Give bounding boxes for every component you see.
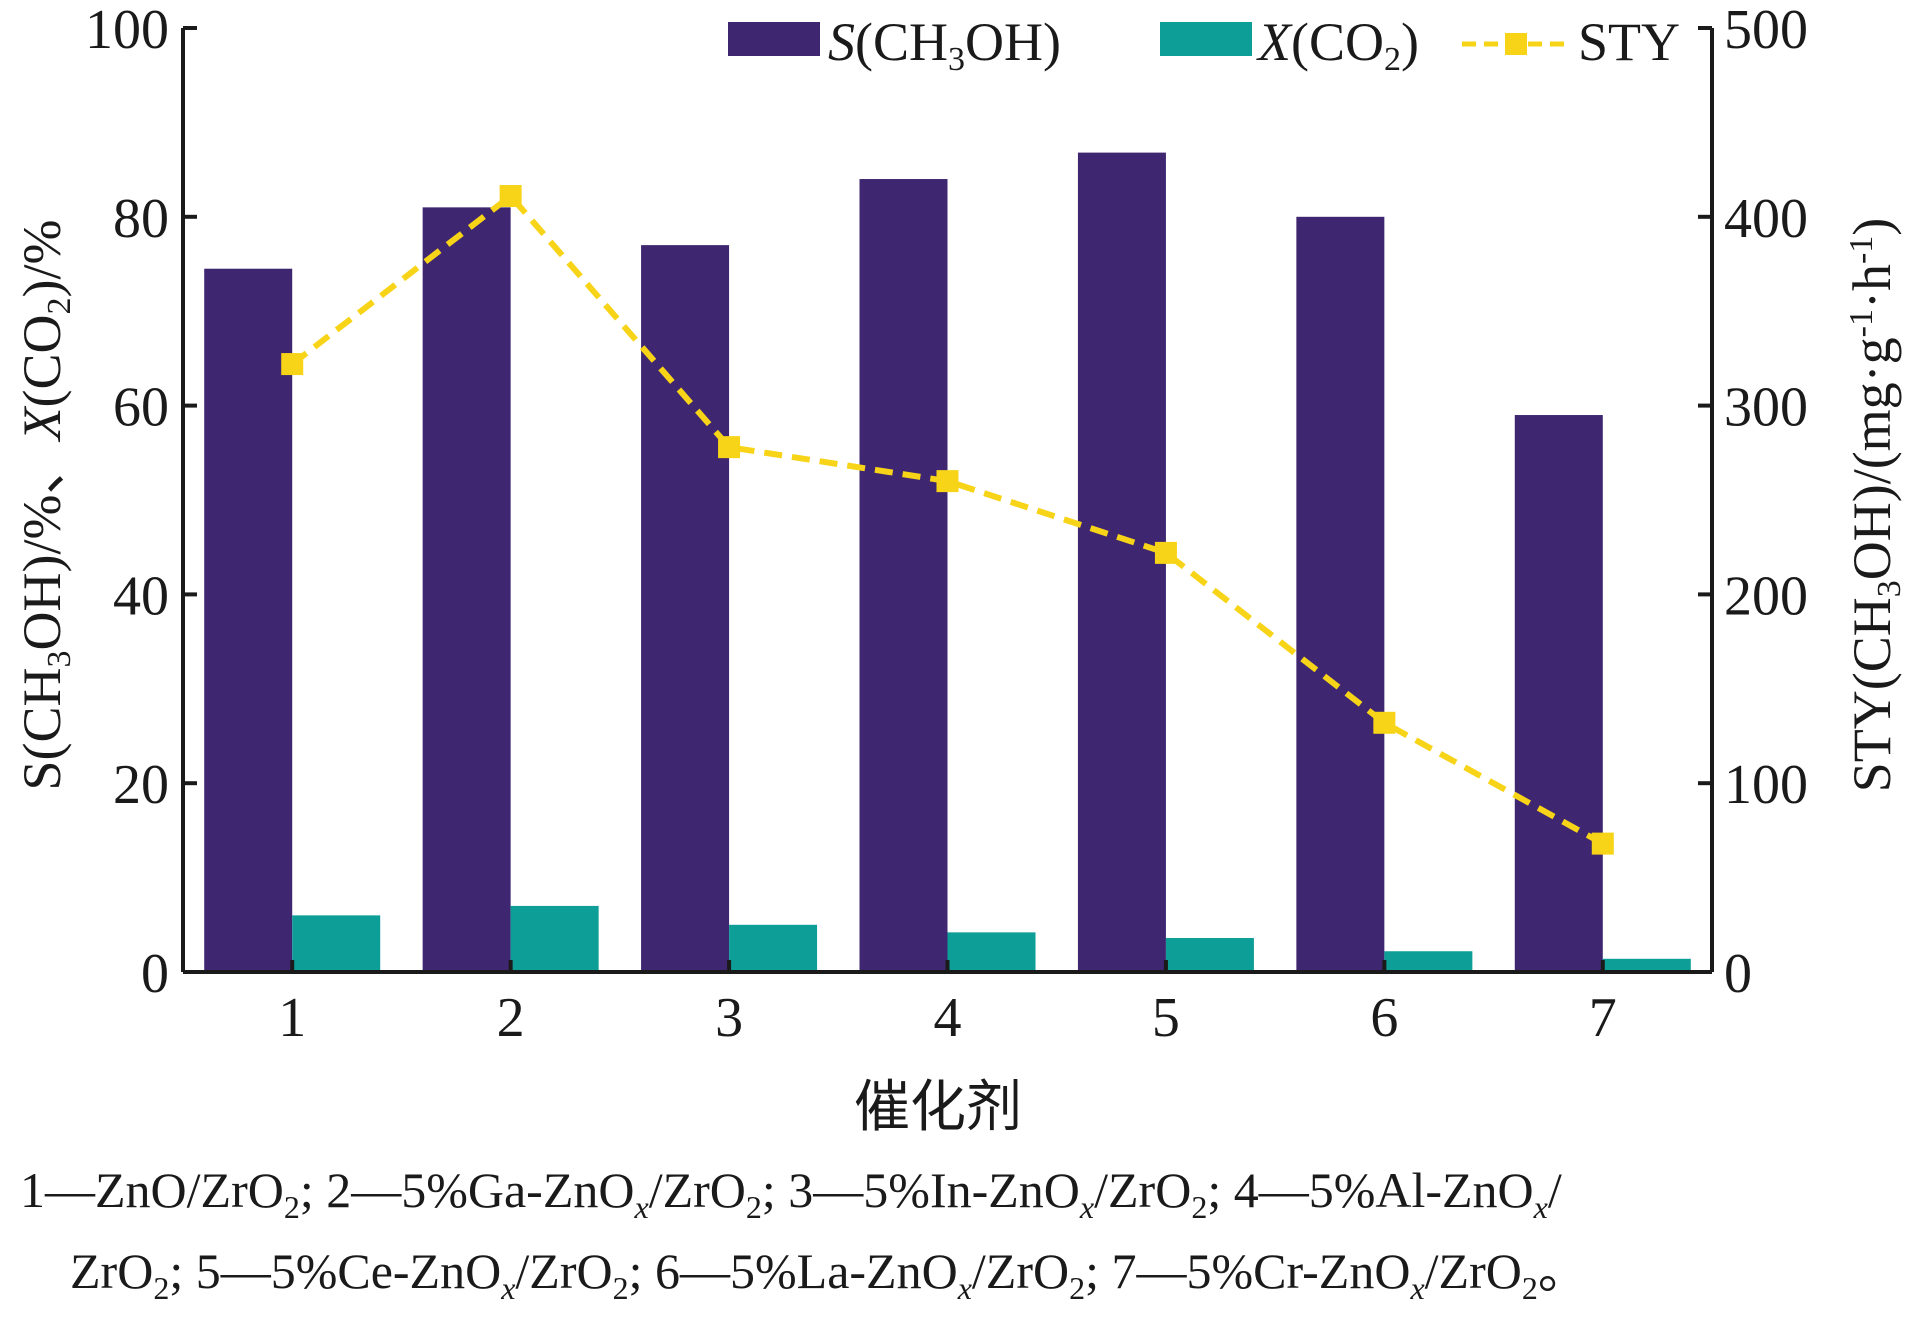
legend-swatch-s	[728, 22, 820, 56]
x-tick-label-3: 3	[715, 987, 743, 1049]
bar-x-co2-4	[947, 932, 1036, 972]
bar-s-ch3oh-1	[204, 268, 293, 973]
legend-swatch-x	[1160, 22, 1252, 56]
legend-label-sty: STY	[1578, 12, 1680, 72]
x-tick-label-4: 4	[934, 987, 962, 1049]
left-tick-label-20: 20	[113, 754, 169, 816]
left-tick-label-80: 80	[113, 188, 169, 250]
x-tick-label-5: 5	[1152, 987, 1180, 1049]
left-tick-label-40: 40	[113, 565, 169, 627]
bars-layer	[204, 152, 1691, 973]
sty-line-layer	[281, 185, 1614, 855]
caption-line-1: 1—ZnO/ZrO2; 2—5%Ga-ZnOx/ZrO2; 3—5%In-ZnO…	[20, 1162, 1562, 1225]
bar-x-co2-5	[1165, 938, 1254, 972]
x-axis-title: 催化剂	[854, 1077, 1022, 1139]
bar-x-co2-3	[729, 924, 818, 972]
bar-s-ch3oh-3	[641, 245, 730, 972]
legend-label-x: X(CO2)	[1256, 12, 1419, 78]
x-tick-label-2: 2	[497, 987, 525, 1049]
bar-s-ch3oh-6	[1296, 216, 1385, 973]
x-tick-label-6: 6	[1370, 987, 1398, 1049]
bar-s-ch3oh-5	[1077, 152, 1166, 972]
right-tick-label-100: 100	[1724, 754, 1808, 816]
right-tick-label-0: 0	[1724, 943, 1752, 1005]
left-axis-title: S(CH3OH)/%、X(CO2)/%	[12, 220, 78, 791]
x-tick-label-7: 7	[1589, 987, 1617, 1049]
left-tick-label-60: 60	[113, 377, 169, 439]
axes-layer: 0 20 40 60 80 100 0 100 200 300 400 500 1 2 3 4 5 6 7	[85, 0, 1808, 1049]
right-axis-title: STY(CH3OH)/(mg·g-1·h-1)	[1842, 218, 1908, 793]
bar-x-co2-1	[292, 915, 381, 972]
right-tick-label-200: 200	[1724, 565, 1808, 627]
sty-marker-6	[1373, 711, 1396, 734]
bar-x-co2-2	[510, 905, 599, 972]
x-tick-label-1: 1	[278, 987, 306, 1049]
legend-marker-sty	[1505, 33, 1527, 55]
right-tick-label-400: 400	[1724, 188, 1808, 250]
sty-marker-2	[499, 185, 522, 208]
sty-marker-5	[1154, 541, 1177, 564]
bar-x-co2-7	[1602, 958, 1691, 972]
right-tick-label-500: 500	[1724, 0, 1808, 61]
bar-s-ch3oh-2	[422, 207, 511, 973]
sty-marker-4	[936, 470, 959, 493]
left-tick-label-0: 0	[141, 943, 169, 1005]
sty-marker-7	[1591, 832, 1614, 855]
bar-s-ch3oh-4	[859, 179, 948, 973]
left-tick-label-100: 100	[85, 0, 169, 61]
bar-x-co2-6	[1384, 951, 1473, 972]
sty-marker-1	[281, 353, 304, 376]
figure-caption: 1—ZnO/ZrO2; 2—5%Ga-ZnOx/ZrO2; 3—5%In-ZnO…	[20, 1158, 1910, 1320]
legend: S(CH3OH) X(CO2) STY	[728, 12, 1680, 78]
sty-marker-3	[718, 436, 741, 459]
right-tick-label-300: 300	[1724, 377, 1808, 439]
bar-s-ch3oh-7	[1514, 415, 1603, 972]
caption-line-2: ZrO2; 5—5%Ce-ZnOx/ZrO2; 6—5%La-ZnOx/ZrO2…	[70, 1243, 1588, 1306]
legend-label-s: S(CH3OH)	[828, 12, 1061, 78]
